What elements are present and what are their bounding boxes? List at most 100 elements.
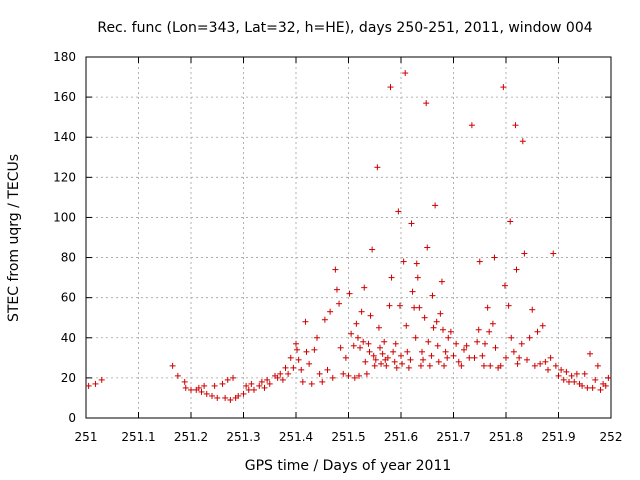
data-point <box>482 340 488 347</box>
data-point <box>468 122 475 129</box>
x-tick-label: 251.1 <box>121 430 155 444</box>
data-point <box>201 382 208 389</box>
y-axis-label: STEC from uqrg / TECUs <box>6 154 22 322</box>
data-point <box>350 342 357 349</box>
data-point <box>340 370 347 377</box>
data-point <box>441 362 448 369</box>
data-point <box>367 312 374 319</box>
data-point <box>545 366 551 373</box>
data-point <box>293 340 299 347</box>
data-point <box>458 362 465 369</box>
data-point <box>508 334 515 341</box>
data-point <box>363 370 370 377</box>
data-point <box>287 354 294 361</box>
chart-title: Rec. func (Lon=343, Lat=32, h=HE), days … <box>97 20 592 36</box>
data-point <box>476 258 483 265</box>
data-point <box>377 344 383 351</box>
data-point <box>421 314 428 321</box>
y-tick-label: 60 <box>61 291 76 305</box>
data-point <box>277 370 284 377</box>
data-point <box>195 384 202 391</box>
data-point <box>342 354 349 361</box>
data-point <box>209 392 215 399</box>
data-point <box>589 384 596 391</box>
x-tick-label: 251.5 <box>331 430 365 444</box>
data-point <box>248 380 255 387</box>
y-tick-label: 0 <box>68 411 76 425</box>
data-point <box>423 100 430 107</box>
data-point <box>516 354 523 361</box>
data-point <box>388 274 395 281</box>
data-point <box>227 396 234 403</box>
data-point <box>181 378 188 385</box>
data-point <box>299 378 306 385</box>
data-point <box>203 390 210 397</box>
data-point <box>251 386 257 393</box>
data-point <box>404 348 411 355</box>
y-tick-label: 140 <box>53 130 76 144</box>
data-point <box>361 284 368 291</box>
data-point <box>425 338 432 345</box>
data-points <box>85 70 612 403</box>
data-point <box>354 334 361 341</box>
data-point <box>319 378 326 385</box>
data-point <box>413 260 420 267</box>
data-point <box>295 356 302 363</box>
data-point <box>400 258 407 265</box>
data-point <box>440 326 446 333</box>
data-point <box>372 356 379 363</box>
data-point <box>182 384 189 391</box>
data-point <box>430 324 437 331</box>
data-point <box>507 218 514 225</box>
data-point <box>491 254 498 261</box>
data-point <box>529 306 536 313</box>
data-point <box>480 362 487 369</box>
data-point <box>484 304 491 311</box>
data-point <box>424 244 431 251</box>
data-point <box>198 388 205 395</box>
y-tick-label: 120 <box>53 170 76 184</box>
data-point <box>393 364 400 371</box>
data-point <box>419 348 425 355</box>
data-point <box>360 338 367 345</box>
data-point <box>258 378 265 385</box>
data-point <box>395 208 402 215</box>
data-point <box>261 384 268 391</box>
data-point <box>514 360 521 367</box>
data-point <box>169 362 176 369</box>
data-point <box>455 358 462 365</box>
data-point <box>174 372 181 379</box>
axis-ticks <box>85 56 612 419</box>
data-point <box>379 350 386 357</box>
data-point <box>442 348 449 355</box>
data-point <box>584 384 591 391</box>
data-point <box>353 320 360 327</box>
data-point <box>308 380 315 387</box>
data-point <box>471 354 478 361</box>
data-point <box>566 378 572 385</box>
data-point <box>266 380 273 387</box>
data-point <box>450 352 457 359</box>
data-point <box>222 394 229 401</box>
data-point <box>375 324 382 331</box>
data-point <box>503 354 509 361</box>
data-point <box>581 370 588 377</box>
data-point <box>447 328 454 335</box>
data-point <box>378 360 385 367</box>
data-point <box>357 344 364 351</box>
data-point <box>411 304 418 311</box>
data-point <box>399 360 406 367</box>
data-point <box>573 370 580 377</box>
y-tick-label: 160 <box>53 90 76 104</box>
data-point <box>513 266 520 273</box>
data-point <box>531 362 538 369</box>
data-point <box>85 382 92 389</box>
data-point <box>235 392 242 399</box>
tick-labels: 251 251.1 251.2 251.3 251.4 251.5 251.6 251.7 25… <box>53 50 622 444</box>
x-tick-label: 251.8 <box>489 430 523 444</box>
data-point <box>329 374 336 381</box>
data-point <box>518 340 525 347</box>
data-point <box>321 316 328 323</box>
data-point <box>428 352 435 359</box>
